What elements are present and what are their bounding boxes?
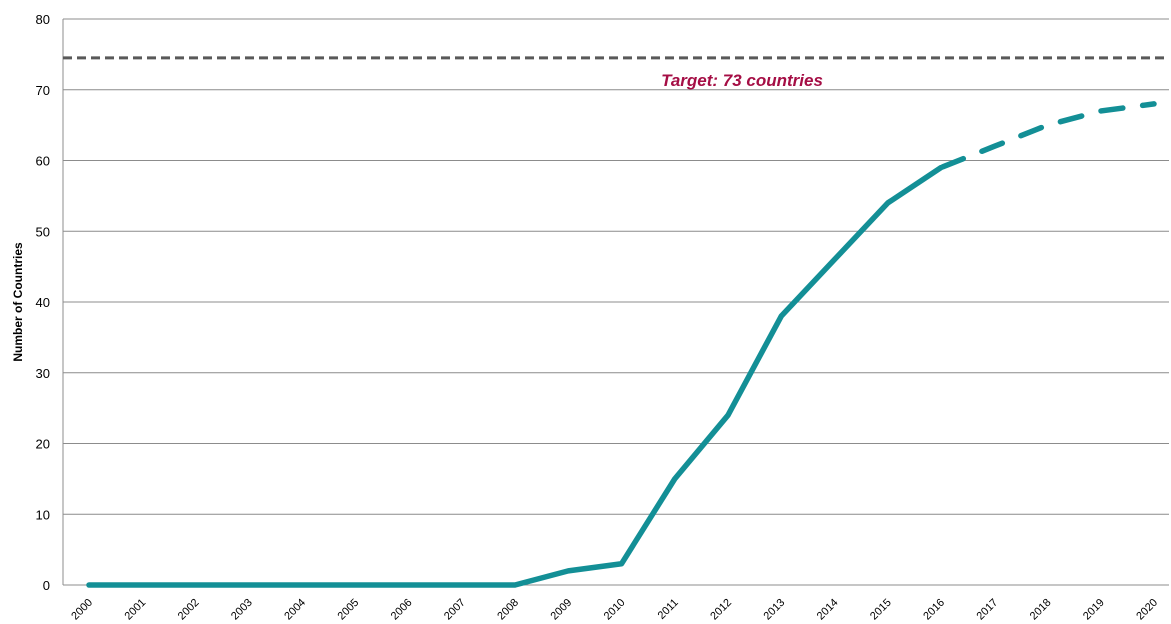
x-tick-label: 2012 [708, 597, 734, 623]
y-tick-label: 70 [36, 83, 50, 98]
x-tick-label: 2005 [336, 597, 362, 623]
x-tick-label: 2017 [975, 597, 1001, 623]
x-tick-label: 2007 [442, 597, 468, 623]
x-tick-label: 2011 [656, 597, 681, 622]
y-tick-label: 10 [36, 507, 50, 522]
x-tick-label: 2006 [389, 597, 415, 623]
series-line-projection [938, 101, 1157, 171]
x-tick-label: 2001 [123, 597, 149, 623]
x-tick-label: 2020 [1134, 597, 1160, 623]
y-tick-label: 40 [36, 295, 50, 310]
y-tick-label: 0 [43, 578, 50, 593]
x-tick-label: 2009 [549, 597, 575, 623]
x-tick-labels: 2000 2001 2002 2003 2004 2005 2006 2007 2008 2009… [69, 597, 1160, 623]
x-tick-label: 2004 [282, 597, 308, 623]
y-tick-label: 50 [36, 224, 50, 239]
x-tick-label: 2013 [762, 597, 788, 623]
y-tick-label: 60 [36, 154, 50, 169]
x-tick-label: 2014 [815, 597, 841, 623]
y-tick-label: 30 [36, 366, 50, 381]
y-tick-label: 20 [36, 437, 50, 452]
x-tick-label: 2019 [1081, 597, 1107, 623]
target-annotation: Target: 73 countries [661, 71, 823, 90]
x-tick-label: 2015 [868, 597, 894, 623]
x-tick-label: 2002 [176, 597, 202, 623]
x-tick-label: 2010 [602, 597, 628, 623]
y-tick-labels: 0 10 20 30 40 50 60 70 80 [36, 12, 50, 593]
x-tick-label: 2000 [69, 597, 95, 623]
gridlines [63, 18, 1169, 586]
series-lines [86, 101, 1157, 588]
y-tick-label: 80 [36, 12, 50, 27]
series-line-actual [86, 164, 944, 588]
y-axis-title: Number of Countries [11, 242, 25, 362]
x-tick-label: 2003 [229, 597, 255, 623]
x-tick-label: 2008 [495, 597, 521, 623]
x-tick-label: 2016 [921, 597, 947, 623]
x-tick-label: 2018 [1028, 597, 1054, 623]
